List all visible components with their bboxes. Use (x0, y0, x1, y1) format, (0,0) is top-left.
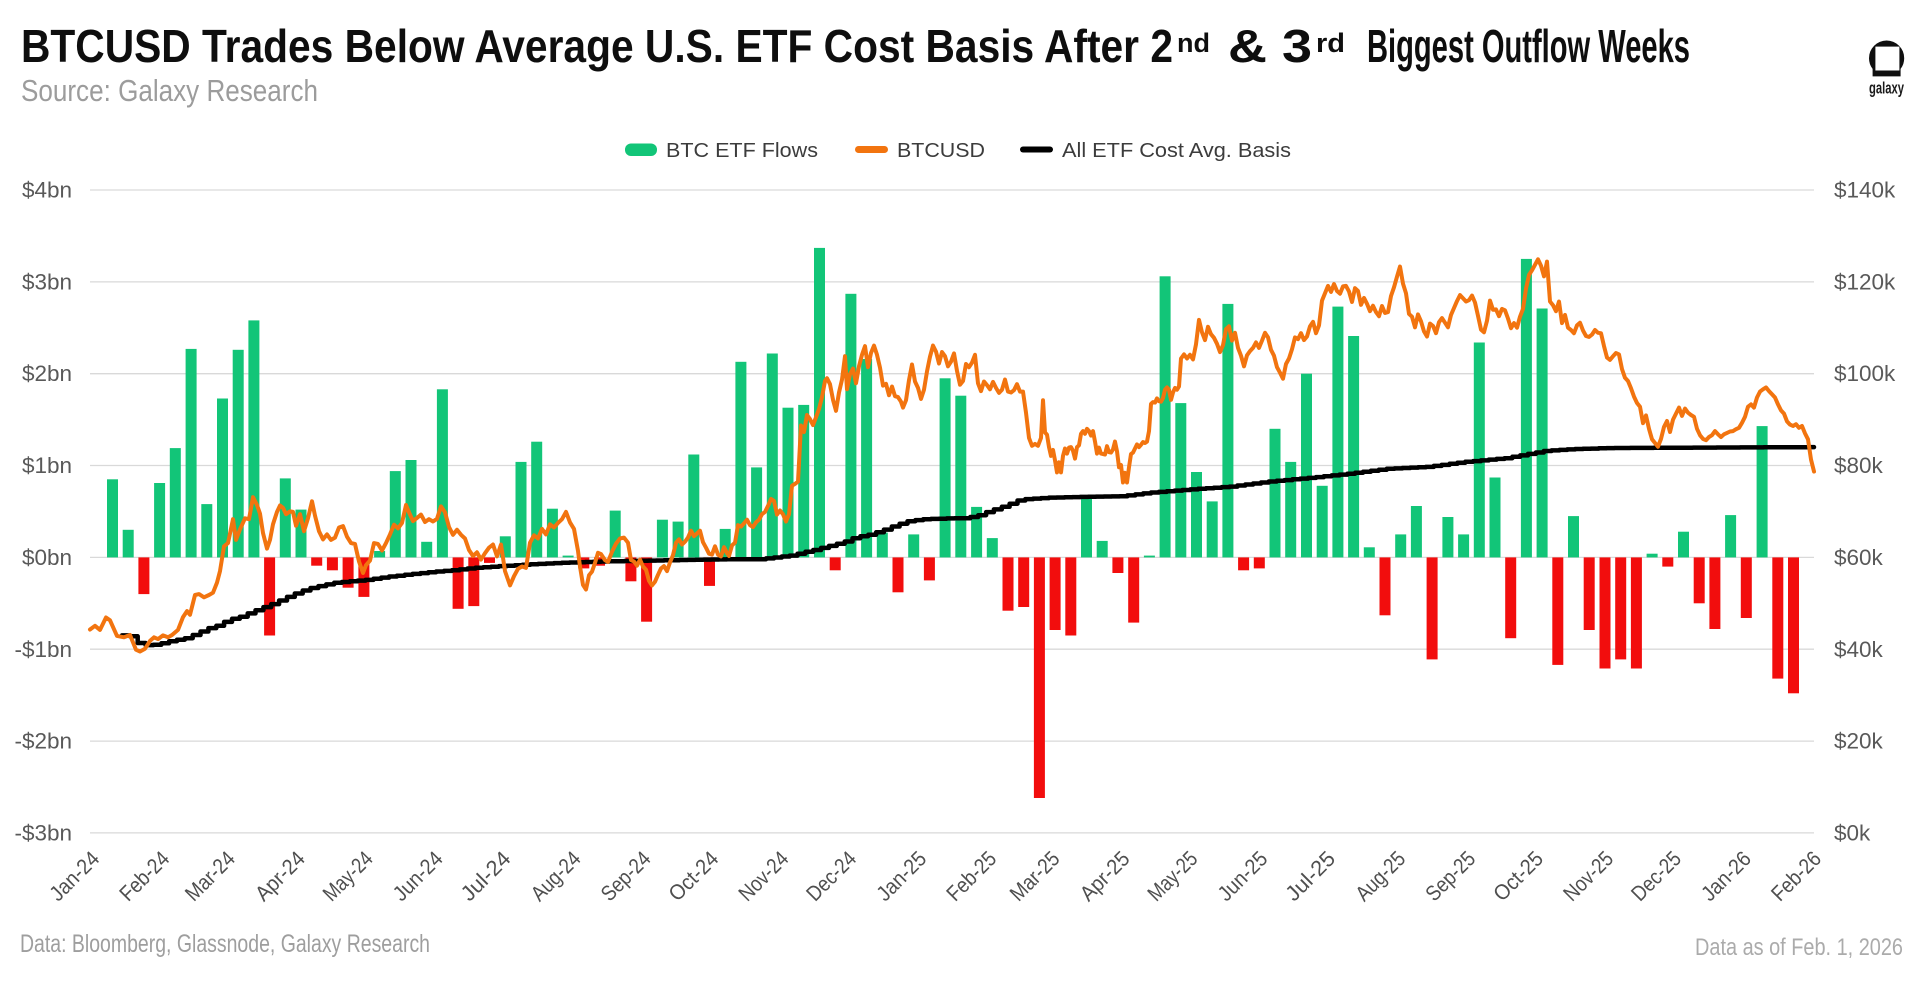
svg-text:Data as of Feb. 1, 2026: Data as of Feb. 1, 2026 (1695, 934, 1903, 961)
svg-text:-$2bn: -$2bn (14, 729, 72, 754)
svg-text:$60k: $60k (1834, 545, 1884, 570)
svg-text:$140k: $140k (1834, 178, 1896, 203)
svg-text:galaxy: galaxy (1869, 80, 1905, 98)
svg-text:& 3: & 3 (1228, 20, 1312, 72)
svg-text:$4bn: $4bn (22, 178, 72, 203)
svg-text:$3bn: $3bn (22, 269, 72, 294)
svg-text:$120k: $120k (1834, 269, 1896, 294)
svg-text:BTC ETF Flows: BTC ETF Flows (666, 139, 818, 162)
svg-text:$20k: $20k (1834, 729, 1884, 754)
svg-text:$80k: $80k (1834, 453, 1884, 478)
svg-text:Source: Galaxy Research: Source: Galaxy Research (21, 73, 318, 108)
svg-text:$40k: $40k (1834, 637, 1884, 662)
svg-text:Data: Bloomberg, Glassnode, Ga: Data: Bloomberg, Glassnode, Galaxy Resea… (20, 930, 430, 958)
svg-text:rd: rd (1316, 28, 1345, 58)
svg-text:BTCUSD: BTCUSD (897, 139, 985, 162)
svg-text:-$3bn: -$3bn (14, 820, 72, 845)
svg-text:$0bn: $0bn (22, 545, 72, 570)
svg-text:All ETF Cost Avg. Basis: All ETF Cost Avg. Basis (1062, 139, 1291, 162)
svg-text:$100k: $100k (1834, 361, 1896, 386)
svg-text:$0k: $0k (1834, 820, 1871, 845)
svg-text:$1bn: $1bn (22, 453, 72, 478)
svg-text:nd: nd (1177, 28, 1210, 58)
svg-text:$2bn: $2bn (22, 361, 72, 386)
svg-text:-$1bn: -$1bn (14, 637, 72, 662)
svg-text:BTCUSD Trades Below Average U.: BTCUSD Trades Below Average U.S. ETF Cos… (21, 20, 1173, 72)
svg-text:Biggest Outflow Weeks: Biggest Outflow Weeks (1367, 20, 1690, 72)
